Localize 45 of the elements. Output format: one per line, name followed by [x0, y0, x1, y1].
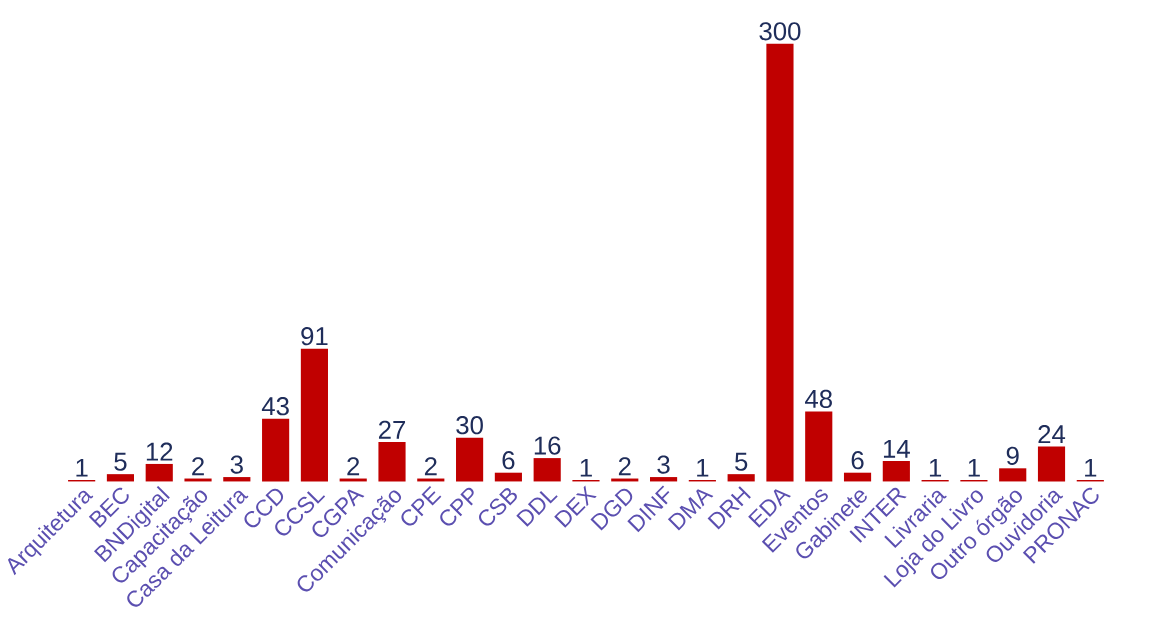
- data-label: 6: [851, 451, 864, 470]
- bar: [378, 442, 406, 482]
- x-tick-label: CSB: [479, 488, 517, 526]
- data-label: 27: [378, 420, 406, 439]
- bar: [262, 418, 290, 482]
- data-label: 30: [456, 416, 483, 435]
- bar: [843, 472, 872, 482]
- bar: [727, 474, 755, 482]
- bar: [999, 468, 1027, 482]
- data-label: 43: [261, 397, 289, 416]
- data-label: 91: [301, 327, 328, 346]
- bar: [223, 477, 251, 482]
- data-label: 2: [424, 457, 437, 476]
- data-label: 12: [146, 442, 173, 461]
- bar: [882, 461, 910, 482]
- data-label: 3: [230, 455, 243, 474]
- data-label: 2: [347, 457, 360, 476]
- data-label: 1: [697, 459, 709, 477]
- data-label: 5: [735, 452, 748, 471]
- bar: [145, 464, 173, 482]
- data-label: 24: [1038, 425, 1066, 444]
- data-label: 3: [657, 455, 670, 474]
- bar: [533, 458, 561, 482]
- data-label: 48: [805, 389, 832, 409]
- bar: [1037, 446, 1066, 482]
- data-label: 2: [618, 457, 631, 476]
- bar: [300, 348, 328, 482]
- data-label: 1: [580, 459, 592, 477]
- data-label: 6: [502, 451, 515, 470]
- bar: [106, 474, 135, 482]
- data-label: 9: [1006, 446, 1019, 466]
- bar: [494, 472, 522, 482]
- data-label: 1: [1085, 459, 1097, 477]
- data-label: 1: [929, 459, 942, 477]
- bar: [649, 477, 678, 482]
- bar: [456, 437, 484, 482]
- data-label: 16: [534, 436, 561, 455]
- data-label: 14: [883, 440, 910, 458]
- data-label: 2: [192, 457, 204, 476]
- data-label: 1: [968, 459, 980, 477]
- bar: [805, 411, 833, 482]
- bar: [766, 43, 794, 482]
- data-label: 300: [759, 22, 801, 41]
- data-label: 5: [114, 452, 127, 471]
- data-label: 1: [76, 459, 88, 477]
